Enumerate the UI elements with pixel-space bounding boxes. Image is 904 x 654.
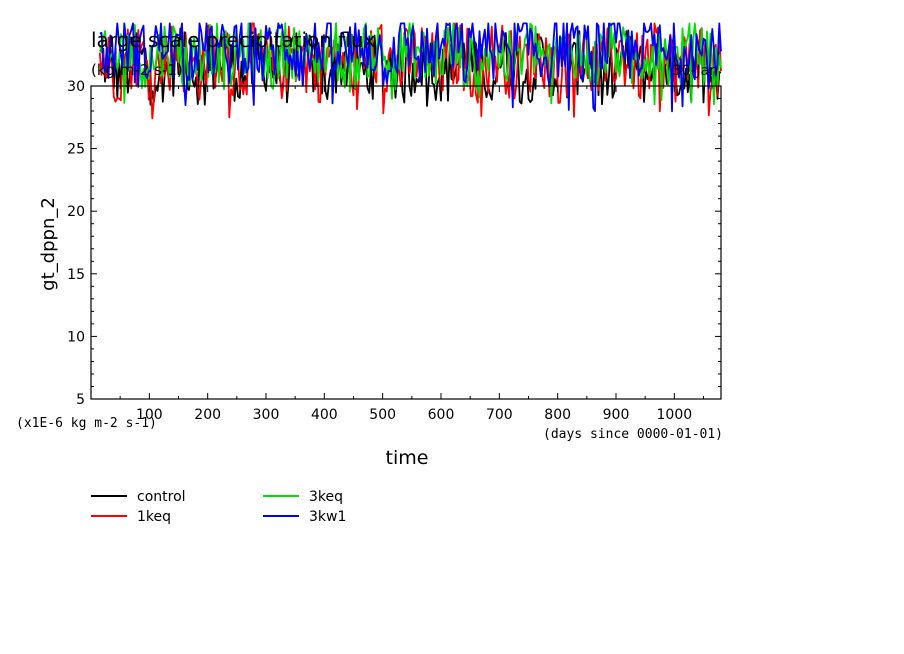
series-3keq <box>98 22 722 106</box>
x-unit-note: (days since 0000-01-01) <box>543 427 723 442</box>
x-tick-label: 900 <box>603 407 630 423</box>
y-tick-label: 25 <box>67 142 85 158</box>
corner-label: 30-Jan <box>673 63 718 79</box>
plot-frame <box>90 85 722 400</box>
y-tick-label: 20 <box>67 204 85 220</box>
x-tick-label: 300 <box>253 407 280 423</box>
x-axis-label: time <box>386 447 429 469</box>
x-tick-label: 600 <box>428 407 455 423</box>
x-tick-label: 400 <box>311 407 338 423</box>
y-unit-note: (x1E-6 kg m-2 s-1) <box>16 416 157 431</box>
y-tick-label: 30 <box>67 79 85 95</box>
x-tick-label: 1000 <box>657 407 693 423</box>
x-tick-label: 500 <box>369 407 396 423</box>
legend-label-control: control <box>137 489 186 505</box>
legend: control 1keq 3keq 3kw1 <box>91 489 346 525</box>
legend-label-3keq: 3keq <box>309 489 343 505</box>
series-layer <box>98 22 722 120</box>
x-tick-label: 800 <box>544 407 571 423</box>
ticks-layer: 100 200 300 400 500 600 700 800 900 1000 5 10 15 20 25… <box>67 79 721 423</box>
y-tick-label: 10 <box>67 329 85 345</box>
x-tick-label: 700 <box>486 407 513 423</box>
x-tick-label: 100 <box>136 407 163 423</box>
x-tick-label: 200 <box>194 407 221 423</box>
legend-label-1keq: 1keq <box>137 509 171 525</box>
legend-label-3kw1: 3kw1 <box>309 509 346 525</box>
y-axis-label: gt_dppn_2 <box>38 197 59 291</box>
y-tick-label: 15 <box>67 267 85 283</box>
title-units: (kg m-2 s-1) <box>91 61 183 79</box>
chart-title: large scale precipitation flux <box>91 28 376 52</box>
series-3kw1 <box>99 22 722 113</box>
y-tick-label: 5 <box>76 392 85 408</box>
